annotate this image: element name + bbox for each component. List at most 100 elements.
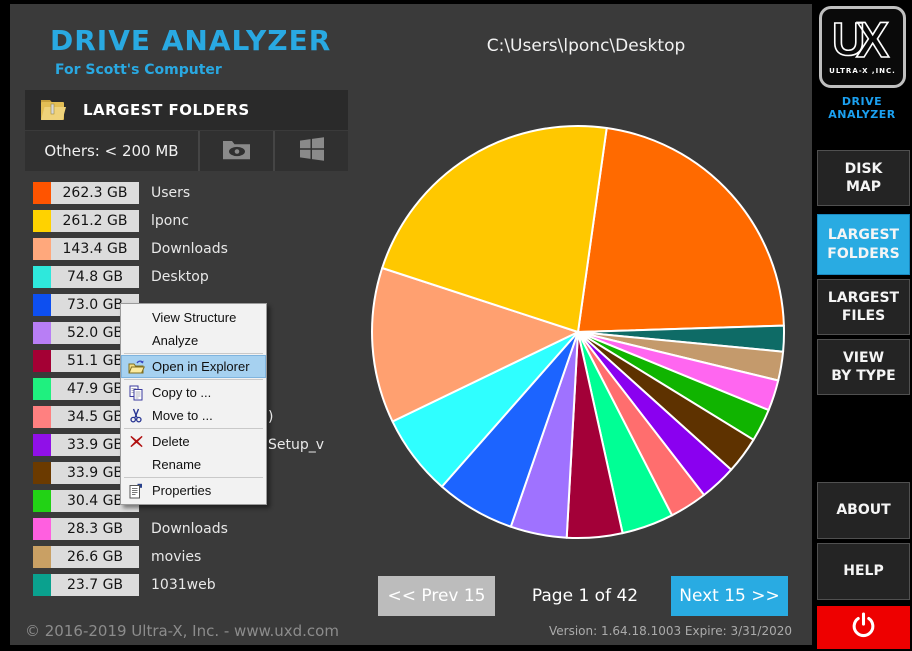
folder-size: 51.1 GB xyxy=(66,353,124,369)
page-indicator: Page 1 of 42 xyxy=(531,586,639,606)
menu-separator xyxy=(124,428,263,429)
scissors-icon xyxy=(126,404,146,427)
folder-name: Downloads xyxy=(151,241,228,257)
folder-size: 262.3 GB xyxy=(62,185,128,201)
largest-folders-title: LARGEST FOLDERS xyxy=(83,101,250,119)
folder-size-badge: 262.3 GB xyxy=(33,182,139,204)
folder-row[interactable]: 33.9 GB xyxy=(33,434,363,456)
folder-name: lponc xyxy=(151,213,189,229)
folder-size-badge: 73.0 GB xyxy=(33,294,139,316)
folder-size-badge: 261.2 GB xyxy=(33,210,139,232)
delete-x-icon xyxy=(126,430,146,453)
version-label: Version: 1.64.18.1003 Expire: 3/31/2020 xyxy=(548,624,792,638)
folder-name: Desktop xyxy=(151,269,209,285)
svg-text:X: X xyxy=(856,12,889,65)
menu-item-label: Open in Explorer xyxy=(152,359,250,374)
sidebar-button-largest-folders[interactable]: LARGEST FOLDERS xyxy=(817,214,910,275)
folder-row[interactable]: 73.0 GB xyxy=(33,294,363,316)
menu-separator xyxy=(124,477,263,478)
app-title: DRIVE ANALYZER xyxy=(50,24,332,57)
menu-item-label: Analyze xyxy=(152,333,199,348)
sidebar-button-help[interactable]: HELP xyxy=(817,543,910,600)
folder-name: 1031web xyxy=(151,577,216,593)
folder-size: 33.9 GB xyxy=(66,465,124,481)
folder-size-badge: 28.3 GB xyxy=(33,518,139,540)
folder-size: 261.2 GB xyxy=(62,213,128,229)
folder-color-swatch xyxy=(33,378,51,400)
context-menu: View Structure Analyze Open in Explorer xyxy=(120,303,267,505)
folder-size: 74.8 GB xyxy=(66,269,124,285)
menu-item-label: Delete xyxy=(152,434,190,449)
folder-color-swatch xyxy=(33,210,51,232)
folder-color-swatch xyxy=(33,294,51,316)
folder-color-swatch xyxy=(33,266,51,288)
next-page-button[interactable]: Next 15 >> xyxy=(671,576,788,616)
sidebar-button-about[interactable]: ABOUT xyxy=(817,482,910,539)
folder-row[interactable]: 262.3 GB Users xyxy=(33,182,363,204)
folder-color-swatch xyxy=(33,574,51,596)
menu-item-label: Rename xyxy=(152,457,202,472)
menu-item-delete[interactable]: Delete xyxy=(121,430,266,453)
menu-item-label: Copy to ... xyxy=(152,385,212,400)
menu-item-properties[interactable]: Properties xyxy=(121,479,266,502)
folder-row[interactable]: 30.4 GB xyxy=(33,490,363,512)
menu-item-view-structure[interactable]: View Structure xyxy=(121,306,266,329)
folder-size: 73.0 GB xyxy=(66,297,124,313)
folder-row[interactable]: 51.1 GB xyxy=(33,350,363,372)
folder-color-swatch xyxy=(33,546,51,568)
sidebar-button-largest-files[interactable]: LARGEST FILES xyxy=(817,279,910,335)
menu-item-analyze[interactable]: Analyze xyxy=(121,329,266,352)
largest-folders-header: LARGEST FOLDERS xyxy=(25,90,348,130)
folder-row[interactable]: 28.3 GB Downloads xyxy=(33,518,363,540)
folder-row[interactable]: 74.8 GB Desktop xyxy=(33,266,363,288)
menu-item-copy-to[interactable]: Copy to ... xyxy=(121,381,266,404)
pie-slice[interactable] xyxy=(371,267,579,423)
folder-icon xyxy=(39,98,67,122)
ultra-x-logo: U X ULTRA-X ,INC. xyxy=(819,6,906,88)
folder-size-badge: 23.7 GB xyxy=(33,574,139,596)
menu-item-move-to[interactable]: Move to ... xyxy=(121,404,266,427)
sidebar-button-view-by-type[interactable]: VIEW BY TYPE xyxy=(817,339,910,395)
power-icon xyxy=(850,612,877,643)
folder-row[interactable]: 33.9 GB xyxy=(33,462,363,484)
folder-name: movies xyxy=(151,549,202,565)
folder-row[interactable]: 23.7 GB 1031web xyxy=(33,574,363,596)
menu-item-open-in-explorer[interactable]: Open in Explorer xyxy=(121,355,266,378)
folder-row[interactable]: 47.9 GB xyxy=(33,378,363,400)
folder-size-badge: 143.4 GB xyxy=(33,238,139,260)
folder-size-badge: 47.9 GB xyxy=(33,378,139,400)
folder-row[interactable]: 34.5 GB xyxy=(33,406,363,428)
folder-color-swatch xyxy=(33,350,51,372)
open-folder-view-button[interactable] xyxy=(198,131,273,171)
folder-size: 47.9 GB xyxy=(66,381,124,397)
pie-slice[interactable] xyxy=(381,125,608,333)
ux-logo-icon: U X xyxy=(831,11,890,69)
windows-explorer-button[interactable] xyxy=(273,131,348,171)
others-bar: Others: < 200 MB xyxy=(25,131,348,171)
folder-size-badge: 52.0 GB xyxy=(33,322,139,344)
menu-item-label: Properties xyxy=(152,483,212,498)
prev-page-button[interactable]: << Prev 15 xyxy=(378,576,495,616)
folder-color-swatch xyxy=(33,238,51,260)
menu-item-rename[interactable]: Rename xyxy=(121,453,266,476)
open-folder-icon xyxy=(126,355,146,378)
folder-size-badge: 33.9 GB xyxy=(33,462,139,484)
folder-size: 26.6 GB xyxy=(66,549,124,565)
menu-item-label: View Structure xyxy=(152,310,237,325)
sidebar-button-disk-map[interactable]: DISK MAP xyxy=(817,150,910,206)
pie-slice[interactable] xyxy=(577,127,785,333)
folder-color-swatch xyxy=(33,322,51,344)
folder-row[interactable]: 52.0 GB xyxy=(33,322,363,344)
power-button[interactable] xyxy=(817,606,910,649)
folder-row[interactable]: 143.4 GB Downloads xyxy=(33,238,363,260)
folder-name: Downloads xyxy=(151,521,228,537)
folder-color-swatch xyxy=(33,182,51,204)
folder-row[interactable]: 261.2 GB lponc xyxy=(33,210,363,232)
folder-color-swatch xyxy=(33,518,51,540)
svg-text:U: U xyxy=(832,13,865,65)
folder-row[interactable]: 26.6 GB movies xyxy=(33,546,363,568)
menu-separator xyxy=(124,379,263,380)
windows-icon xyxy=(299,136,325,166)
folder-name: Users xyxy=(151,185,191,201)
others-filter-label: Others: < 200 MB xyxy=(44,142,179,160)
